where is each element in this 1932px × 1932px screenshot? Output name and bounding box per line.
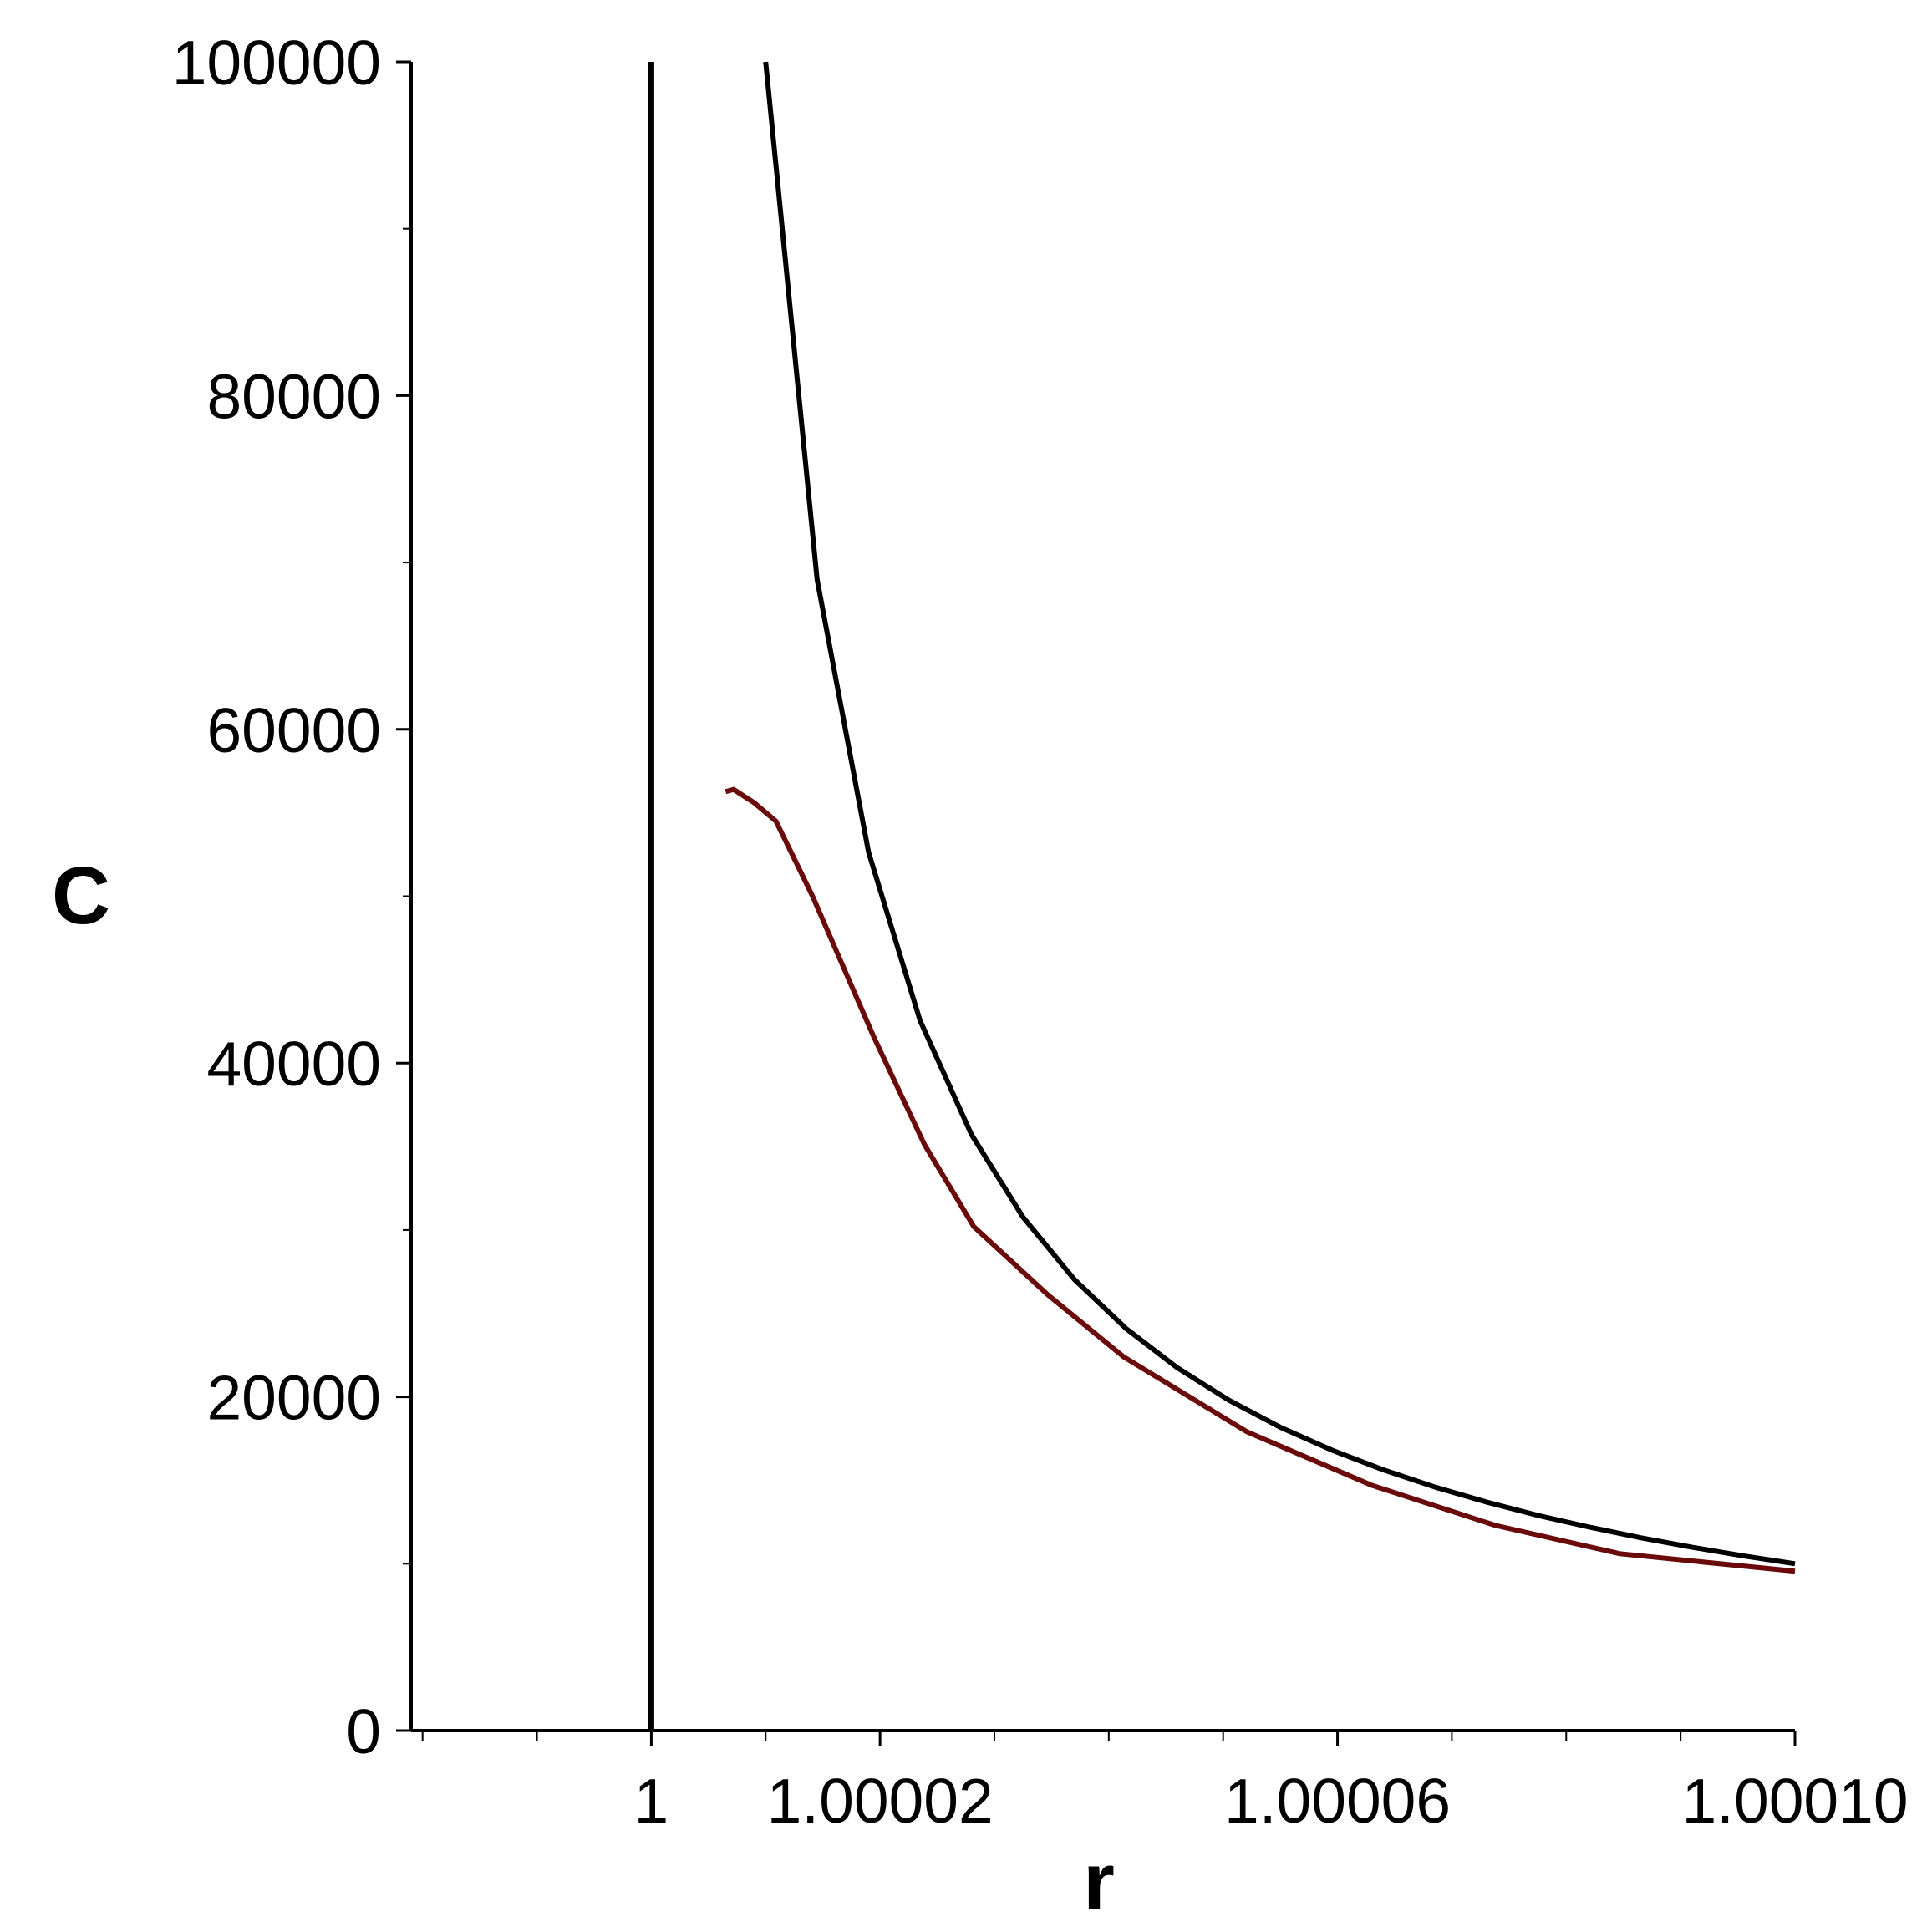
x-tick-label: 1.00006	[1224, 1766, 1451, 1836]
y-tick-label: 20000	[206, 1363, 381, 1433]
line-series	[724, 786, 1796, 1574]
x-axis-label: r	[1083, 1836, 1115, 1927]
y-tick-label: 40000	[206, 1029, 381, 1099]
y-tick-label: 0	[346, 1696, 381, 1767]
x-tick-label: 1.00002	[767, 1766, 994, 1836]
y-tick-label: 100000	[172, 28, 381, 98]
y-tick-label: 80000	[206, 361, 381, 431]
y-tick-label: 60000	[206, 695, 381, 765]
x-tick-label: 1.00010	[1681, 1766, 1908, 1836]
plot-area	[648, 61, 1796, 1731]
y-axis-label: C	[52, 850, 110, 941]
line-series	[763, 61, 1796, 1567]
x-tick-label: 1	[634, 1766, 669, 1836]
